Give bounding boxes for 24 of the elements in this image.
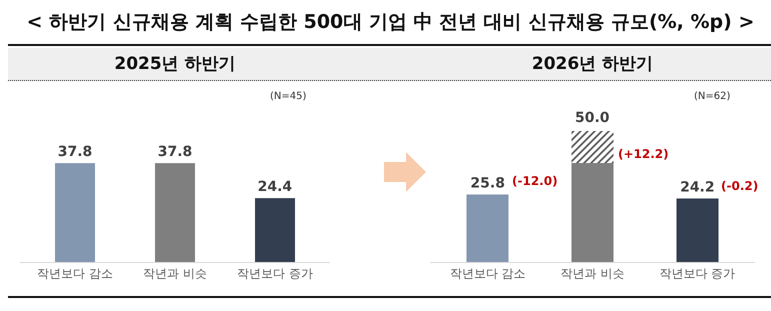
text: (N=45)	[270, 91, 306, 102]
data-label: 24.2	[680, 180, 715, 196]
x-tick-label: 작년보다 증가	[659, 266, 736, 280]
annotation: (-0.2)	[721, 179, 758, 193]
bar	[466, 194, 509, 262]
data-label: 24.4	[258, 179, 292, 196]
chart-subtitle: 2025년 하반기	[113, 53, 237, 76]
text: < 하반기 신규채용 계획 수립한 500대 기업 中 전년 대비 신규채용 규모(%, %p) >	[8, 0, 771, 46]
total-label: 50.0	[575, 110, 610, 126]
bar	[572, 163, 614, 262]
bar	[676, 198, 718, 262]
data-label: 37.8	[158, 144, 192, 160]
x-tick-label: 작년과 비슷	[560, 266, 624, 280]
x-tick-label: 작년보다 감소	[37, 266, 113, 280]
x-tick-label: 작년과 비슷	[143, 266, 207, 280]
x-tick-label: 작년보다 감소	[450, 266, 526, 280]
annotation: (+12.2)	[618, 147, 669, 161]
bar	[572, 131, 614, 164]
text: (N=62)	[694, 91, 730, 102]
annotation: (-12.0)	[512, 174, 558, 188]
x-tick-label: 작년보다 증가	[237, 266, 313, 280]
chart-title: 2026년 하반기	[530, 53, 654, 76]
data-label: 37.8	[58, 144, 92, 160]
data-label: 25.8	[470, 175, 505, 192]
